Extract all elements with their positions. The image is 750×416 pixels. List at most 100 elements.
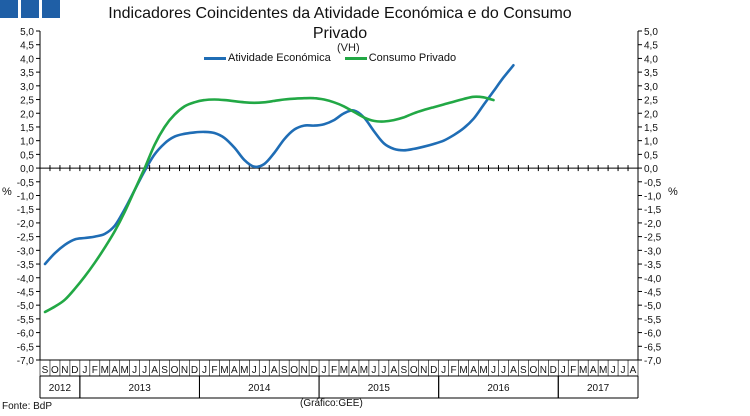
month-label: S bbox=[161, 365, 168, 376]
chart-legend: Atividade Económica Consumo Privado bbox=[204, 52, 464, 64]
month-label: J bbox=[501, 365, 506, 376]
month-label: J bbox=[252, 365, 257, 376]
month-label: S bbox=[42, 365, 49, 376]
y-tick-label-left: -2,0 bbox=[17, 219, 35, 230]
month-label: J bbox=[561, 365, 566, 376]
y-tick-label-right: -3,0 bbox=[644, 246, 662, 257]
month-label: D bbox=[310, 365, 317, 376]
y-tick-label-left: 2,5 bbox=[20, 96, 34, 107]
y-tick-label-right: 3,0 bbox=[644, 82, 658, 93]
month-label: A bbox=[271, 365, 278, 376]
y-tick-label-left: 1,0 bbox=[20, 137, 34, 148]
month-label: A bbox=[151, 365, 158, 376]
y-tick-label-left: 1,5 bbox=[20, 123, 34, 134]
month-label: D bbox=[71, 365, 78, 376]
y-tick-label-left: -3,5 bbox=[17, 260, 35, 271]
month-label: J bbox=[202, 365, 207, 376]
y-tick-label-left: 3,0 bbox=[20, 82, 34, 93]
month-label: F bbox=[331, 365, 337, 376]
year-label: 2017 bbox=[587, 383, 610, 394]
y-tick-label-right: -0,5 bbox=[644, 178, 662, 189]
y-tick-label-right: -3,5 bbox=[644, 260, 662, 271]
y-tick-label-right: -2,5 bbox=[644, 233, 662, 244]
month-label: D bbox=[430, 365, 437, 376]
month-label: O bbox=[290, 365, 298, 376]
month-label: S bbox=[400, 365, 407, 376]
y-tick-label-right: -4,0 bbox=[644, 274, 662, 285]
y-tick-label-right: 2,5 bbox=[644, 96, 658, 107]
y-tick-label-left: 0,0 bbox=[20, 164, 34, 175]
month-label: F bbox=[451, 365, 457, 376]
month-label: J bbox=[82, 365, 87, 376]
month-label: J bbox=[132, 365, 137, 376]
month-label: M bbox=[579, 365, 587, 376]
y-tick-label-left: -1,0 bbox=[17, 192, 35, 203]
y-tick-label-right: 0,0 bbox=[644, 164, 658, 175]
y-tick-label-right: 1,5 bbox=[644, 123, 658, 134]
month-label: J bbox=[441, 365, 446, 376]
month-label: A bbox=[111, 365, 118, 376]
month-label: M bbox=[240, 365, 248, 376]
y-tick-label-left: 4,0 bbox=[20, 54, 34, 65]
year-label: 2014 bbox=[248, 383, 271, 394]
month-label: A bbox=[470, 365, 477, 376]
year-label: 2016 bbox=[487, 383, 510, 394]
chart-title: Indicadores Coincidentes da Atividade Ec… bbox=[40, 4, 640, 44]
y-tick-label-left: 3,5 bbox=[20, 68, 34, 79]
month-label: M bbox=[360, 365, 368, 376]
month-label: J bbox=[491, 365, 496, 376]
credit-note: (Gráfico:GEE) bbox=[300, 398, 363, 409]
month-label: S bbox=[281, 365, 288, 376]
legend-label-atividade: Atividade Económica bbox=[228, 52, 331, 64]
y-tick-label-right: 4,5 bbox=[644, 41, 658, 52]
y-tick-label-left: -6,0 bbox=[17, 329, 35, 340]
month-label: J bbox=[621, 365, 626, 376]
month-label: J bbox=[322, 365, 327, 376]
month-label: O bbox=[410, 365, 418, 376]
month-label: M bbox=[479, 365, 487, 376]
y-tick-label-left: 4,5 bbox=[20, 41, 34, 52]
y-tick-label-left: 2,0 bbox=[20, 109, 34, 120]
y-tick-label-left: -5,0 bbox=[17, 301, 35, 312]
y-tick-label-right: 0,5 bbox=[644, 150, 658, 161]
month-label: N bbox=[540, 365, 547, 376]
month-label: J bbox=[381, 365, 386, 376]
brand-logo bbox=[0, 0, 63, 18]
month-label: D bbox=[550, 365, 557, 376]
year-label: 2015 bbox=[368, 383, 391, 394]
y-tick-label-left: -3,0 bbox=[17, 246, 35, 257]
month-label: M bbox=[121, 365, 129, 376]
series-line-atividade-economica bbox=[43, 64, 515, 266]
month-label: M bbox=[459, 365, 467, 376]
y-tick-label-right: 1,0 bbox=[644, 137, 658, 148]
y-tick-label-left: -5,5 bbox=[17, 315, 35, 326]
month-label: M bbox=[101, 365, 109, 376]
source-note: Fonte: BdP bbox=[2, 401, 53, 412]
y-tick-label-right: -1,0 bbox=[644, 192, 662, 203]
y-tick-label-left: -2,5 bbox=[17, 233, 35, 244]
month-label: A bbox=[351, 365, 358, 376]
legend-item-atividade: Atividade Económica bbox=[204, 52, 331, 64]
month-label: O bbox=[529, 365, 537, 376]
legend-item-consumo: Consumo Privado bbox=[344, 52, 456, 64]
month-label: A bbox=[231, 365, 238, 376]
year-label: 2013 bbox=[129, 383, 152, 394]
brand-square-2 bbox=[21, 0, 39, 18]
series-line-consumo-privado bbox=[43, 95, 495, 314]
month-label: F bbox=[570, 365, 576, 376]
month-label: A bbox=[390, 365, 397, 376]
month-label: A bbox=[630, 365, 637, 376]
month-label: N bbox=[181, 365, 188, 376]
month-label: D bbox=[191, 365, 198, 376]
month-label: J bbox=[262, 365, 267, 376]
month-label: N bbox=[300, 365, 307, 376]
month-label: O bbox=[171, 365, 179, 376]
y-tick-label-left: -7,0 bbox=[17, 356, 35, 367]
month-label: M bbox=[340, 365, 348, 376]
month-label: A bbox=[510, 365, 517, 376]
y-tick-label-right: 5,0 bbox=[644, 27, 658, 38]
y-tick-label-right: -7,0 bbox=[644, 356, 662, 367]
y-tick-label-right: -6,0 bbox=[644, 329, 662, 340]
month-label: F bbox=[92, 365, 98, 376]
y-tick-label-right: -1,5 bbox=[644, 205, 662, 216]
